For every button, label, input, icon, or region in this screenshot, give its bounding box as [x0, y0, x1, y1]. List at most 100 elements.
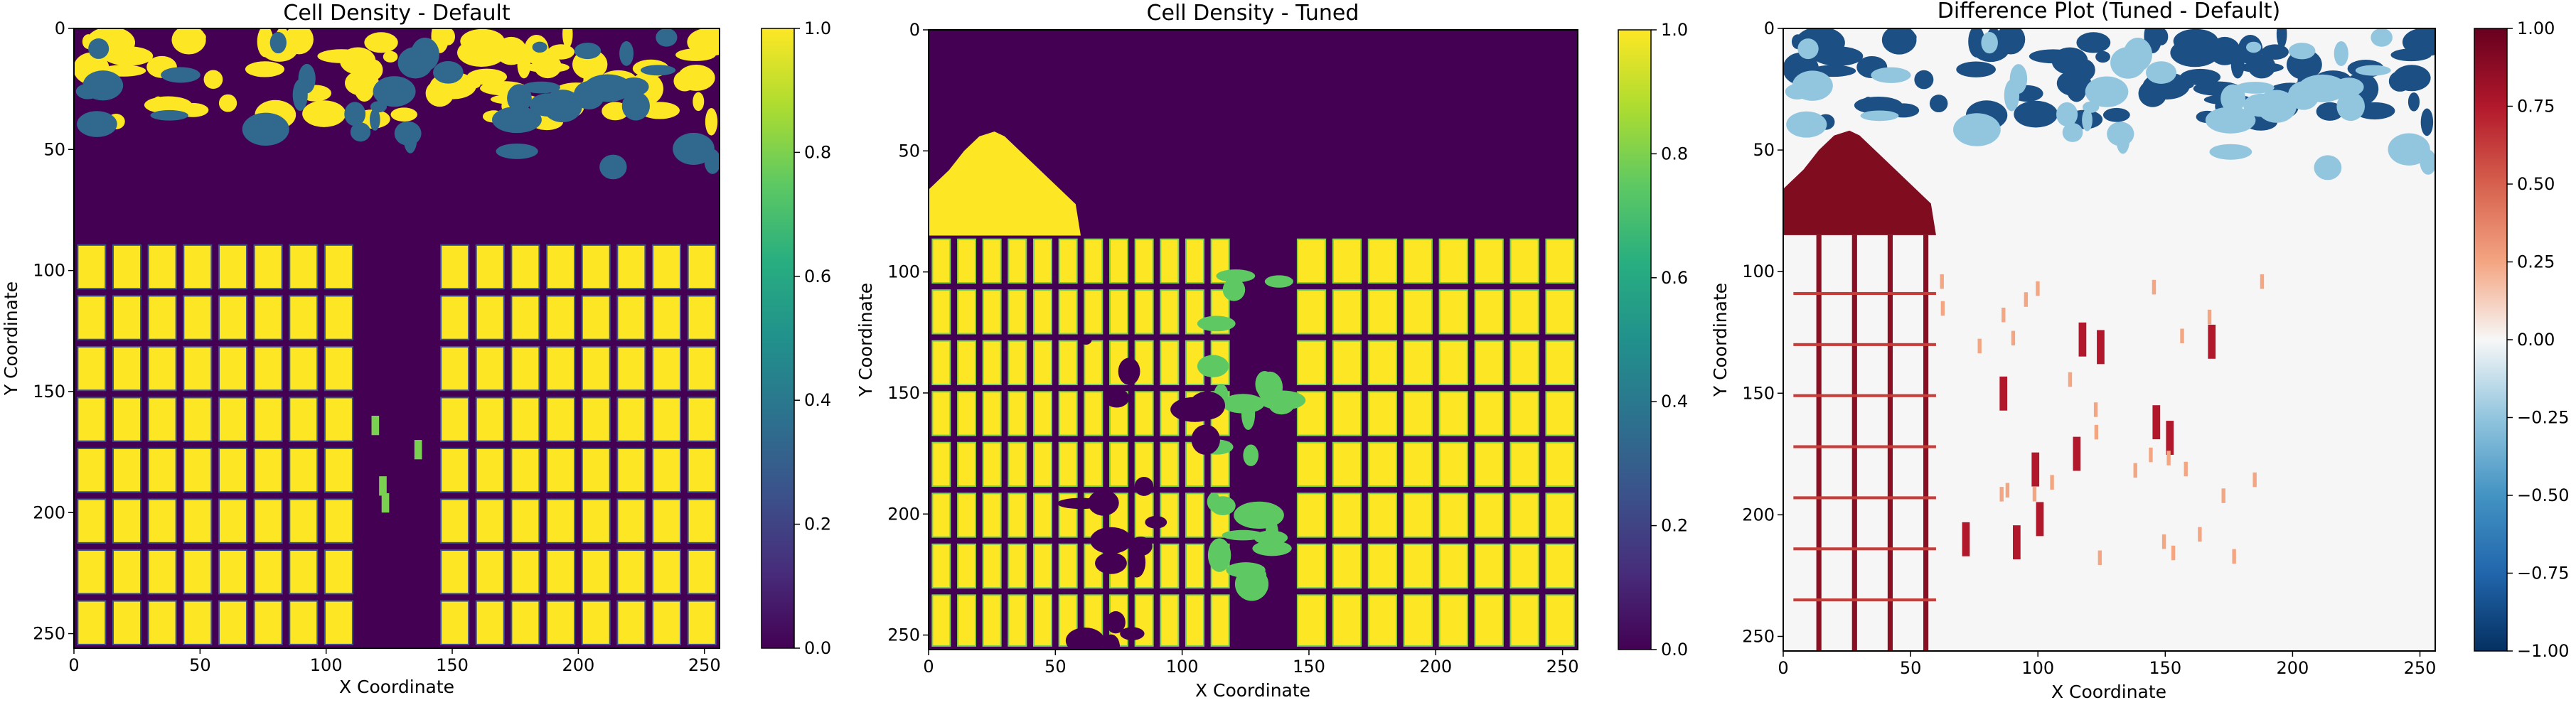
array-cell — [1545, 441, 1575, 488]
density-speckle — [629, 104, 643, 121]
colorbar-tick-label: −0.50 — [2517, 485, 2570, 505]
density-speckle — [492, 106, 542, 134]
array-cell — [147, 345, 177, 392]
density-gap — [1088, 490, 1119, 516]
array-cell — [440, 397, 470, 442]
negative-speckle — [1871, 67, 1911, 83]
array-cell — [1332, 543, 1362, 589]
panel-tuned-colorbar-ticks: 0.0 0.2 0.4 0.6 0.8 1.0 — [1651, 20, 1688, 660]
negative-blob — [1896, 31, 1917, 43]
positive-line — [1816, 235, 1822, 651]
positive-speckle — [2005, 483, 2010, 498]
array-cell — [1438, 493, 1468, 538]
panel-tuned-title: Cell Density - Tuned — [1147, 1, 1359, 26]
array-cell — [1134, 289, 1154, 335]
array-cell — [289, 345, 319, 392]
negative-speckle — [2009, 64, 2028, 94]
positive-line — [1793, 394, 1936, 397]
array-cell — [1474, 594, 1504, 647]
array-cell — [218, 295, 247, 340]
colorbar-tick-label: 0.4 — [804, 390, 831, 410]
array-cell — [253, 498, 283, 544]
density-gap — [1134, 476, 1154, 496]
negative-speckle — [1785, 84, 1810, 100]
positive-speckle — [1940, 274, 1944, 289]
array-cell — [1509, 594, 1539, 647]
array-cell — [112, 498, 141, 544]
array-cell — [440, 244, 470, 290]
array-cell — [1332, 238, 1362, 284]
array-cell — [982, 289, 1002, 335]
negative-speckle — [1786, 111, 1827, 138]
array-cell — [1332, 289, 1362, 335]
colorbar-tick-label: 0.2 — [804, 515, 831, 534]
array-cell — [546, 447, 576, 493]
array-cell — [183, 244, 213, 290]
array-cell — [1509, 340, 1539, 386]
array-cell — [1403, 493, 1433, 538]
density-speckle — [640, 65, 676, 76]
x-tick-label: 200 — [562, 655, 594, 675]
positive-speckle — [2166, 451, 2171, 465]
positive-speckle — [2171, 545, 2176, 561]
array-cell — [1160, 493, 1180, 538]
panel-tuned-heatmap — [929, 131, 1575, 650]
array-cell — [546, 549, 576, 595]
y-tick-label: 50 — [898, 141, 920, 161]
x-tick-label: 50 — [189, 655, 211, 675]
negative-blob — [2407, 92, 2420, 112]
positive-speckle — [2207, 309, 2212, 325]
panel-default-title: Cell Density - Default — [283, 1, 510, 26]
array-cell — [1033, 340, 1052, 386]
array-cell — [1545, 391, 1575, 436]
array-cell — [475, 498, 505, 544]
negative-speckle — [2235, 82, 2275, 94]
negative-speckle — [2110, 47, 2147, 79]
density-speckle — [394, 121, 422, 146]
x-tick-label: 150 — [2149, 658, 2181, 678]
array-cell — [511, 345, 540, 392]
positive-speckle — [2093, 402, 2098, 417]
array-cell — [1160, 543, 1180, 589]
array-cell — [1084, 238, 1103, 284]
negative-blob — [2248, 54, 2276, 79]
array-cell — [1509, 238, 1539, 284]
density-speckle — [574, 43, 602, 60]
density-speckle — [1226, 562, 1266, 578]
array-cell — [982, 441, 1002, 488]
negative-speckle — [2334, 41, 2348, 66]
density-gap — [1191, 424, 1220, 455]
density-gap — [1170, 397, 1219, 422]
array-cell — [1160, 340, 1180, 386]
y-tick-label: 150 — [887, 383, 920, 403]
array-cell — [1084, 391, 1103, 436]
negative-blob — [2261, 44, 2289, 60]
array-cell — [616, 244, 646, 290]
negative-blob — [2170, 38, 2220, 68]
array-cell — [1008, 391, 1027, 436]
panel-difference-ylabel: Y Coordinate — [1710, 283, 1731, 397]
array-cell — [1545, 289, 1575, 335]
array-cell — [253, 600, 283, 645]
panel-tuned-xlabel: X Coordinate — [1195, 680, 1310, 701]
array-cell — [931, 391, 951, 436]
y-tick-label: 0 — [909, 20, 920, 40]
density-speckle — [75, 83, 100, 99]
array-cell — [931, 238, 951, 284]
array-cell — [440, 549, 470, 595]
array-cell — [1438, 594, 1468, 647]
array-cell — [147, 600, 177, 645]
array-cell — [1509, 391, 1539, 436]
negative-speckle — [2085, 76, 2129, 107]
negative-speckle — [2107, 122, 2134, 146]
array-cell — [183, 295, 213, 340]
density-speckle — [1243, 444, 1259, 466]
density-speckle — [532, 41, 547, 53]
panel-tuned-colorbar — [1618, 29, 1652, 650]
positive-speckle — [2012, 525, 2021, 560]
negative-speckle — [1953, 113, 2001, 146]
positive-speckle — [2011, 330, 2016, 346]
positive-speckle — [2097, 550, 2102, 566]
positive-speckle — [2097, 330, 2105, 365]
positive-speckle — [1999, 376, 2008, 411]
